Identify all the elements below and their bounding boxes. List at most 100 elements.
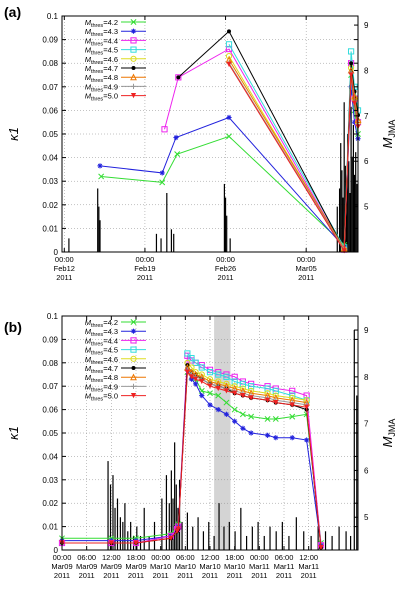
series-point — [290, 435, 295, 440]
legend-label-value: =4.5 — [103, 46, 118, 55]
legend-marker — [130, 373, 137, 381]
y-axis-title-left: κ1 — [6, 426, 21, 440]
y-axis-title-right: MJMA — [380, 419, 397, 448]
y-tick-label: 0.1 — [47, 12, 59, 21]
legend-label-value: =4.2 — [103, 18, 118, 27]
series-point — [173, 135, 179, 140]
y-tick-label: 0.07 — [42, 382, 58, 391]
series-point — [207, 390, 213, 397]
y-tick-label: 0.02 — [42, 499, 58, 508]
legend-label-sub: thres — [91, 323, 103, 329]
y-tick-label: 0.01 — [42, 224, 58, 233]
series-point — [227, 29, 232, 34]
y2-tick-label: 8 — [364, 373, 369, 382]
x-tick-label-year: 2011 — [227, 571, 243, 580]
x-axis: 00:00Feb12201100:00Feb19201100:00Feb2620… — [54, 16, 317, 282]
y-tick-label: 0.05 — [42, 429, 58, 438]
y-tick-label: 0.06 — [42, 106, 58, 115]
x-tick-label-time: 12:00 — [299, 553, 318, 562]
legend-marker — [131, 66, 136, 70]
series-point — [98, 173, 105, 180]
legend-label-sub: thres — [91, 387, 103, 393]
x-tick-label-time: 12:00 — [201, 553, 220, 562]
x-tick-label-time: 18:00 — [127, 553, 146, 562]
y2-tick-label: 5 — [364, 513, 369, 522]
legend-label-m: M — [85, 327, 92, 336]
legend-label: Mthres=4.7 — [85, 364, 118, 375]
x-tick-label-time: 12:00 — [102, 553, 121, 562]
x-tick-label-date: Feb19 — [134, 264, 155, 273]
x-tick-label-date: Mar11 — [274, 562, 295, 571]
x-tick-label-date: Mar10 — [199, 562, 220, 571]
y2-title-sub: JMA — [387, 419, 397, 437]
series-point — [351, 100, 358, 106]
legend-label-value: =4.2 — [103, 318, 118, 327]
x-tick-label-year: 2011 — [177, 571, 193, 580]
series-point — [304, 437, 309, 443]
series-point — [272, 387, 279, 394]
legend-label-sub: thres — [91, 397, 103, 403]
series-point — [226, 61, 232, 67]
series-point — [161, 126, 168, 133]
series-point — [198, 364, 205, 371]
y2-tick-label: 7 — [364, 420, 369, 429]
legend-label-sub: thres — [91, 69, 103, 75]
legend-label-m: M — [85, 18, 92, 27]
legend-label: Mthres=4.9 — [85, 82, 118, 93]
x-tick-label-year: 2011 — [103, 571, 119, 580]
series-point — [265, 433, 270, 438]
y2-tick-label: 9 — [364, 326, 369, 335]
legend-marker — [131, 366, 136, 370]
x-tick-label-date: Mar09 — [101, 562, 122, 571]
legend-label-value: =4.3 — [103, 327, 118, 336]
legend-label: Mthres=4.3 — [85, 27, 118, 38]
series-point — [199, 393, 204, 398]
x-tick-label-year: 2011 — [202, 571, 218, 580]
series-point — [349, 61, 354, 66]
series-2 — [97, 84, 361, 250]
legend-label-sub: thres — [91, 378, 103, 384]
x-tick-label-time: 00:00 — [136, 255, 155, 264]
series-point — [303, 392, 310, 399]
legend-marker — [130, 337, 137, 344]
shaded-region — [214, 316, 231, 550]
legend-label-value: =5.0 — [103, 92, 118, 101]
series-point — [207, 383, 213, 389]
series-point — [188, 374, 195, 380]
series-point — [248, 395, 254, 401]
legend-label-sub: thres — [91, 360, 103, 366]
legend-label-m: M — [85, 36, 92, 45]
x-tick-label-date: Mar11 — [298, 562, 319, 571]
x-tick-label-date: Mar10 — [224, 562, 245, 571]
legend-label-sub: thres — [91, 87, 103, 93]
series-point — [223, 399, 230, 406]
y-tick-label: 0.01 — [42, 523, 58, 532]
series-point — [224, 412, 229, 417]
y-tick-label: 0.1 — [47, 312, 59, 321]
legend-label-m: M — [85, 55, 92, 64]
series-point — [248, 430, 254, 436]
legend-marker — [130, 346, 137, 353]
legend-label-sub: thres — [91, 23, 103, 29]
y-tick-label: 0.08 — [42, 59, 58, 68]
legend-label-value: =4.9 — [103, 382, 118, 391]
series-point — [289, 402, 295, 408]
x-tick-label-year: 2011 — [276, 571, 292, 580]
legend-label-sub: thres — [91, 32, 103, 38]
legend-label-sub: thres — [91, 341, 103, 347]
y-axis-left: 0 0.01 0.02 0.03 0.04 0.05 0.06 0.07 0.08 0.09 0.1 — [42, 312, 358, 555]
legend-label-m: M — [85, 82, 92, 91]
y-tick-label: 0.08 — [42, 359, 58, 368]
legend: Mthres=4.2Mthres=4.3Mthres=4.4Mthres=4.5… — [85, 18, 146, 103]
y-tick-label: 0 — [54, 546, 59, 555]
series-point — [239, 380, 246, 387]
series-point — [188, 355, 195, 362]
y2-tick-label: 6 — [364, 466, 369, 475]
series-point — [175, 74, 182, 81]
x-tick-label-time: 06:00 — [275, 553, 294, 562]
legend-label: Mthres=4.2 — [85, 318, 118, 329]
series-point — [248, 383, 255, 390]
legend-label-m: M — [85, 64, 92, 73]
panel-a: 0 0.01 0.02 0.03 0.04 0.05 0.06 0.07 0.08 0.09 0.1… — [4, 4, 397, 282]
